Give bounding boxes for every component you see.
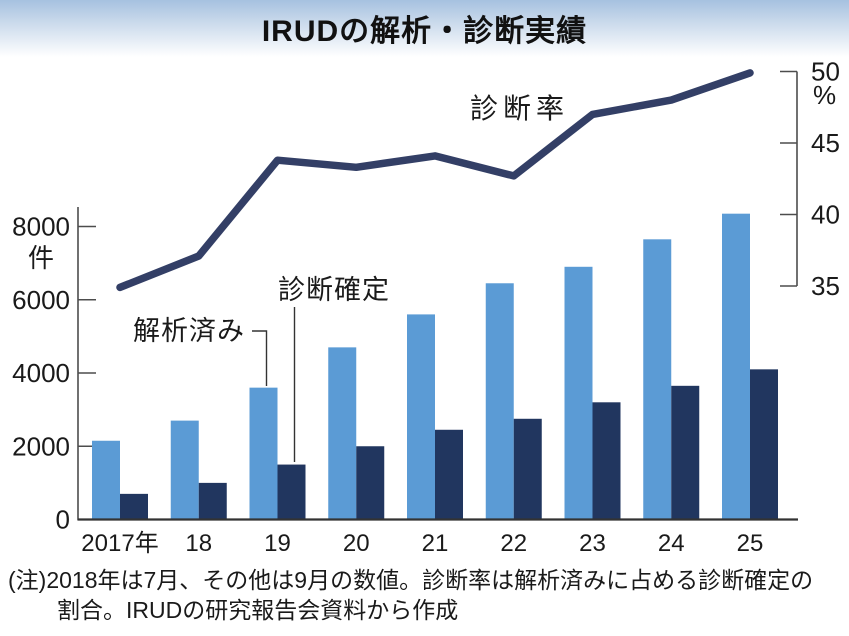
bar-confirmed-25 — [750, 369, 778, 520]
x-label-25: 25 — [737, 530, 764, 557]
note-line-1: (注)2018年は7月、その他は9月の数値。診断率は解析済みに占める診断確定の — [8, 567, 814, 593]
bar-confirmed-2017年 — [120, 493, 148, 520]
x-label-23: 23 — [579, 530, 606, 557]
x-label-22: 22 — [500, 530, 527, 557]
right-axis-unit: % — [813, 80, 836, 110]
bar-analyzed-19 — [249, 387, 278, 520]
left-axis-label-8000: 8000 — [12, 212, 70, 242]
x-label-19: 19 — [264, 530, 291, 557]
x-label-20: 20 — [343, 530, 370, 557]
right-axis-label-35: 35 — [811, 271, 840, 301]
rate-line — [116, 69, 754, 292]
bar-confirmed-24 — [671, 385, 700, 520]
bar-analyzed-22 — [485, 283, 514, 520]
bar-confirmed-20 — [356, 446, 385, 520]
bar-confirmed-19 — [277, 464, 306, 520]
x-label-21: 21 — [422, 530, 449, 557]
right-axis-label-40: 40 — [811, 200, 840, 230]
bar-confirmed-22 — [513, 418, 542, 520]
bar-confirmed-21 — [435, 429, 463, 520]
bar-confirmed-23 — [592, 402, 621, 520]
rate-label: 診断率 — [470, 93, 569, 124]
analyzed-label: 解析済み — [133, 316, 245, 346]
x-label-2017年: 2017年 — [81, 530, 158, 557]
right-axis-label-50: 50 — [811, 57, 840, 87]
chart-header: IRUDの解析・診断実績 — [0, 0, 849, 57]
left-axis-label-4000: 4000 — [12, 358, 70, 388]
bar-confirmed-18 — [198, 482, 227, 520]
right-axis-label-45: 45 — [811, 128, 840, 158]
bar-analyzed-21 — [407, 314, 435, 520]
x-label-18: 18 — [185, 530, 212, 557]
bar-analyzed-25 — [722, 213, 750, 520]
left-axis-label-0: 0 — [56, 505, 70, 535]
note-line-2: 割合。IRUDの研究報告会資料から作成 — [57, 597, 459, 623]
bar-analyzed-2017年 — [92, 440, 120, 520]
chart-title: IRUDの解析・診断実績 — [261, 15, 588, 48]
source-note: (注)2018年は7月、その他は9月の数値。診断率は解析済みに占める診断確定の … — [8, 565, 844, 625]
x-label-24: 24 — [658, 530, 685, 557]
left-axis-unit: 件 — [28, 243, 54, 273]
bar-analyzed-24 — [643, 239, 672, 520]
bar-analyzed-23 — [564, 266, 593, 520]
left-axis-label-6000: 6000 — [12, 285, 70, 315]
bar-analyzed-20 — [328, 347, 357, 520]
left-axis-label-2000: 2000 — [12, 431, 70, 461]
bar-analyzed-18 — [170, 420, 199, 520]
confirmed-label: 診断確定 — [278, 275, 390, 305]
analyzed-leader-line — [252, 330, 268, 386]
